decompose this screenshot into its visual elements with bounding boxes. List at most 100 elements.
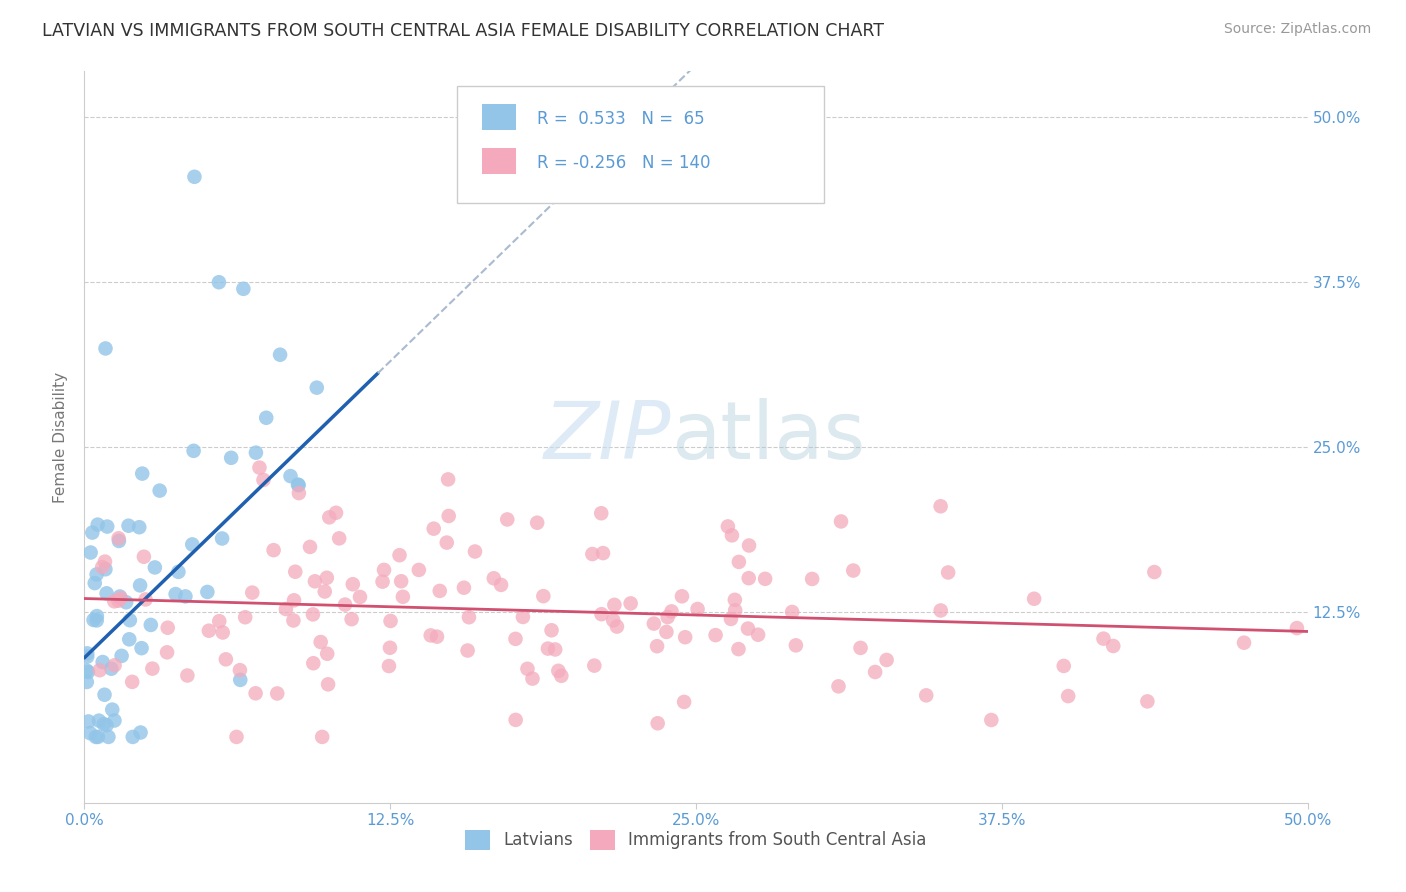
Point (96, 718, 118, 732)
Point (325, 506, 347, 520)
Point (129, 725, 152, 739)
Point (219, 450, 242, 465)
Point (229, 673, 252, 687)
Point (505, 632, 527, 646)
Point (316, 647, 339, 661)
Point (110, 591, 132, 606)
Point (118, 613, 141, 627)
Point (371, 574, 394, 589)
Point (79, 726, 101, 740)
Point (311, 730, 333, 744)
Point (118, 632, 141, 647)
Point (929, 603, 952, 617)
Point (591, 607, 613, 622)
Point (419, 628, 441, 642)
Point (94, 555, 117, 569)
Point (724, 592, 747, 607)
Point (606, 619, 628, 633)
Point (139, 618, 162, 632)
Point (429, 583, 451, 598)
Point (110, 648, 132, 663)
Point (86, 567, 108, 582)
Point (340, 612, 363, 626)
Point (283, 614, 305, 628)
Point (84, 730, 107, 744)
Point (245, 445, 267, 459)
Point (208, 614, 231, 628)
Point (240, 585, 263, 599)
Point (318, 510, 340, 524)
Point (198, 624, 221, 638)
Point (77, 714, 100, 729)
Point (211, 625, 233, 640)
Point (76, 664, 98, 678)
Point (936, 566, 959, 580)
Point (738, 539, 761, 553)
Point (108, 590, 131, 604)
Text: Source: ZipAtlas.com: Source: ZipAtlas.com (1223, 22, 1371, 37)
Point (211, 532, 233, 546)
Point (143, 560, 166, 574)
Point (671, 589, 693, 603)
Point (457, 643, 479, 657)
Point (195, 585, 218, 599)
Point (643, 616, 665, 631)
Point (482, 571, 505, 585)
Point (1053, 659, 1076, 673)
Point (647, 716, 669, 731)
Point (76, 649, 98, 664)
Point (215, 652, 238, 666)
Point (661, 604, 683, 618)
Point (704, 628, 727, 642)
Point (183, 443, 205, 458)
Point (87, 730, 110, 744)
Point (464, 544, 486, 558)
Point (422, 522, 444, 536)
Point (333, 598, 356, 612)
Point (378, 640, 401, 655)
Point (915, 689, 938, 703)
Point (673, 695, 696, 709)
Point (287, 478, 309, 492)
Point (167, 565, 190, 579)
Point (380, 614, 402, 628)
Point (141, 662, 163, 676)
Point (342, 577, 364, 591)
Point (94, 562, 117, 576)
Point (754, 572, 776, 586)
Point (1285, 621, 1308, 635)
Point (86, 517, 108, 532)
Point (233, 610, 256, 624)
Point (388, 548, 411, 562)
Point (309, 635, 332, 649)
Point (516, 662, 538, 676)
Point (103, 594, 125, 608)
Point (876, 653, 898, 667)
Point (389, 574, 412, 589)
Point (547, 664, 569, 678)
Point (349, 590, 371, 604)
Point (738, 571, 761, 585)
Point (620, 596, 643, 610)
Point (531, 589, 554, 603)
Point (103, 714, 125, 728)
Point (1092, 632, 1115, 646)
Point (77, 665, 100, 679)
Point (91, 560, 114, 574)
Point (76, 675, 98, 690)
Point (254, 410, 277, 425)
Text: R = -0.256   N = 140: R = -0.256 N = 140 (537, 153, 710, 172)
Point (544, 642, 567, 657)
Point (132, 549, 155, 564)
Point (721, 528, 744, 542)
Point (245, 686, 267, 700)
Point (91, 655, 114, 669)
Point (686, 602, 709, 616)
Point (842, 564, 865, 578)
Point (314, 584, 336, 599)
Point (1233, 636, 1256, 650)
Point (94, 342, 117, 356)
Point (785, 638, 807, 652)
Point (96, 586, 118, 600)
Point (737, 622, 759, 636)
